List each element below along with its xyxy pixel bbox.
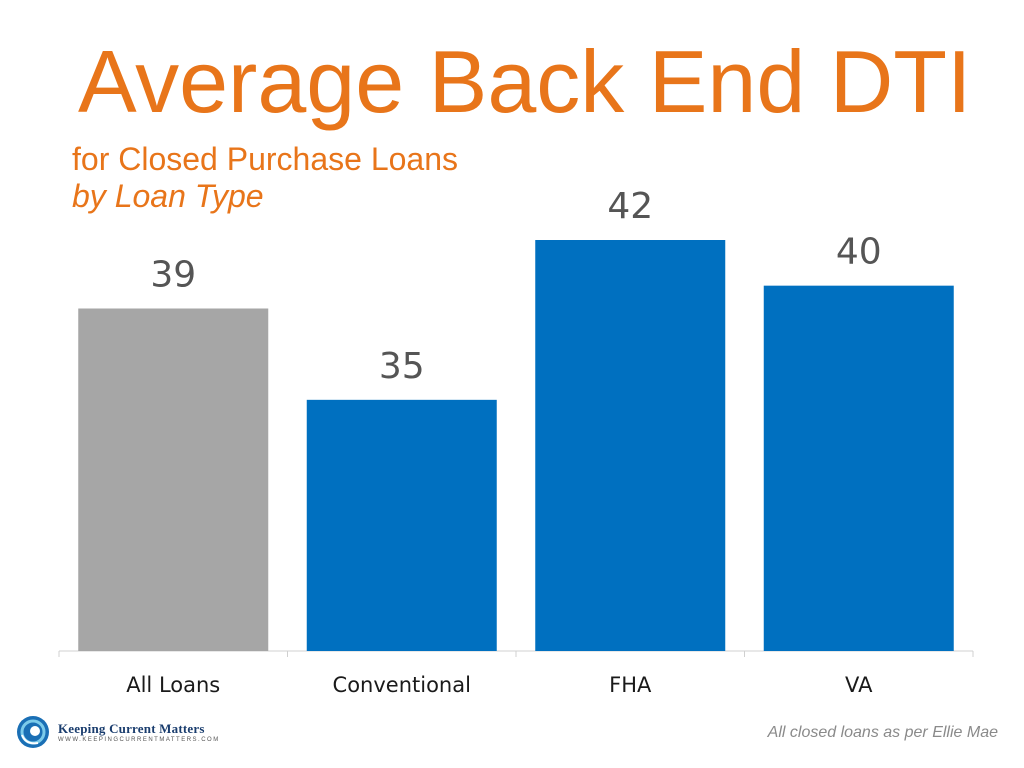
swirl-logo-icon (17, 716, 49, 748)
bar-fha (535, 240, 726, 651)
chart-subtitle: for Closed Purchase Loans (72, 141, 458, 177)
data-label: 39 (150, 255, 196, 296)
bar-conventional (306, 399, 497, 651)
data-label: 35 (379, 346, 425, 387)
data-label: 40 (836, 232, 882, 273)
logo-url: WWW.KEEPINGCURRENTMATTERS.COM (58, 737, 220, 743)
source-note: All closed loans as per Ellie Mae (767, 724, 998, 741)
x-tick-label: All Loans (126, 673, 220, 697)
x-tick-label: FHA (609, 673, 652, 697)
logo-name: Keeping Current Matters (58, 721, 205, 736)
chart-subtitle-qualifier: by Loan Type (72, 178, 264, 214)
data-label: 42 (607, 186, 653, 227)
x-tick-label: Conventional (333, 673, 471, 697)
bar-va (763, 285, 954, 651)
x-tick-label: VA (845, 673, 873, 697)
chart-title: Average Back End DTI (78, 32, 972, 131)
brand-logo: Keeping Current Matters WWW.KEEPINGCURRE… (16, 714, 220, 750)
bar-all-loans (78, 308, 269, 651)
